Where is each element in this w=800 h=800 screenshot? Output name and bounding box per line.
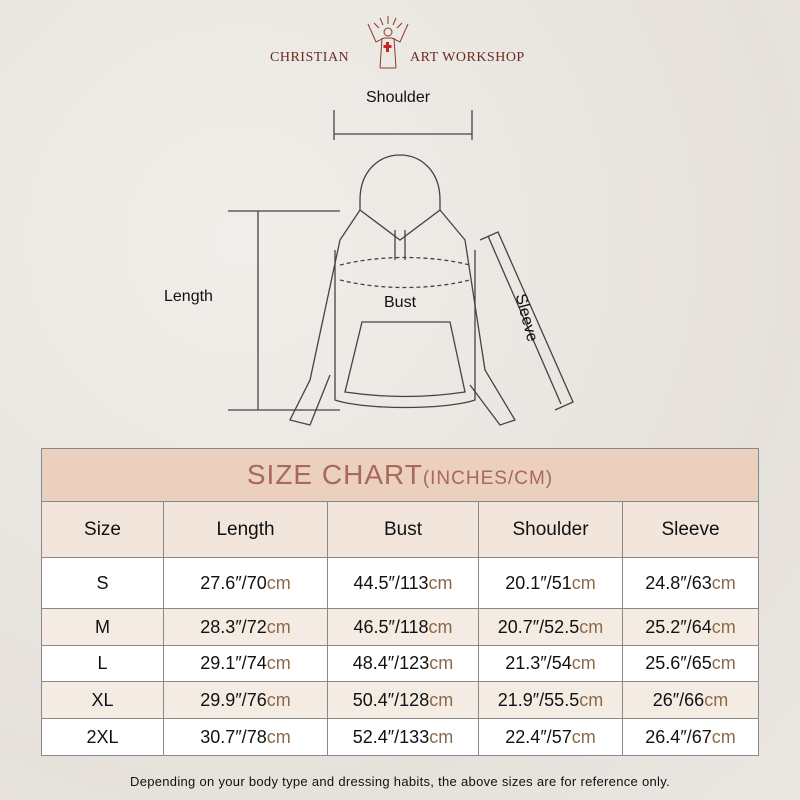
col-size: Size xyxy=(41,501,164,558)
size-chart-title: SIZE CHART(INCHES/CM) xyxy=(41,448,759,502)
label-shoulder: Shoulder xyxy=(366,89,431,106)
measure-cell: 48.4″/123cm xyxy=(327,645,479,682)
jesus-logo-icon xyxy=(367,16,409,69)
measure-cell: 26.4″/67cm xyxy=(622,718,759,756)
size-cell: M xyxy=(41,608,164,646)
size-cell: S xyxy=(41,557,164,609)
measure-cell: 24.8″/63cm xyxy=(622,557,759,609)
footnote: Depending on your body type and dressing… xyxy=(130,774,670,789)
measure-cell: 20.7″/52.5cm xyxy=(478,608,623,646)
label-bust: Bust xyxy=(384,294,417,311)
measure-cell: 21.9″/55.5cm xyxy=(478,681,623,719)
table-row: S 27.6″/70cm 44.5″/113cm 20.1″/51cm 24.8″/63… xyxy=(41,557,759,609)
measure-cell: 25.2″/64cm xyxy=(622,608,759,646)
measure-cell: 27.6″/70cm xyxy=(163,557,328,609)
measure-cell: 26″/66cm xyxy=(622,681,759,719)
size-chart-table: SIZE CHART(INCHES/CM) Size Length Bust S… xyxy=(41,448,759,756)
table-row: L 29.1″/74cm 48.4″/123cm 21.3″/54cm 25.6″/65… xyxy=(41,645,759,682)
measure-cell: 20.1″/51cm xyxy=(478,557,623,609)
measure-cell: 50.4″/128cm xyxy=(327,681,479,719)
brand-right: ART WORKSHOP xyxy=(410,50,525,65)
measure-cell: 46.5″/118cm xyxy=(327,608,479,646)
col-bust: Bust xyxy=(327,501,479,558)
brand-left: CHRISTIAN xyxy=(270,50,350,65)
size-cell: XL xyxy=(41,681,164,719)
measure-cell: 25.6″/65cm xyxy=(622,645,759,682)
measure-cell: 29.1″/74cm xyxy=(163,645,328,682)
hoodie-diagram: Shoulder Length Bust Sleeve xyxy=(0,80,800,450)
size-cell: 2XL xyxy=(41,718,164,756)
header-row: Size Length Bust Shoulder Sleeve xyxy=(41,501,759,558)
measure-cell: 30.7″/78cm xyxy=(163,718,328,756)
brand-logo: CHRISTIAN ART WORKSHOP xyxy=(260,14,540,74)
col-shoulder: Shoulder xyxy=(478,501,623,558)
measure-cell: 29.9″/76cm xyxy=(163,681,328,719)
measure-cell: 28.3″/72cm xyxy=(163,608,328,646)
measure-cell: 21.3″/54cm xyxy=(478,645,623,682)
size-cell: L xyxy=(41,645,164,682)
col-length: Length xyxy=(163,501,328,558)
table-row: XL 29.9″/76cm 50.4″/128cm 21.9″/55.5cm 26″/6… xyxy=(41,681,759,719)
measure-cell: 44.5″/113cm xyxy=(327,557,479,609)
table-row: 2XL 30.7″/78cm 52.4″/133cm 22.4″/57cm 26.4″/… xyxy=(41,718,759,756)
measure-cell: 52.4″/133cm xyxy=(327,718,479,756)
label-length: Length xyxy=(164,288,213,305)
measure-cell: 22.4″/57cm xyxy=(478,718,623,756)
col-sleeve: Sleeve xyxy=(622,501,759,558)
table-row: M 28.3″/72cm 46.5″/118cm 20.7″/52.5cm 25.2″/… xyxy=(41,608,759,646)
hoodie-outline-icon xyxy=(228,110,574,426)
